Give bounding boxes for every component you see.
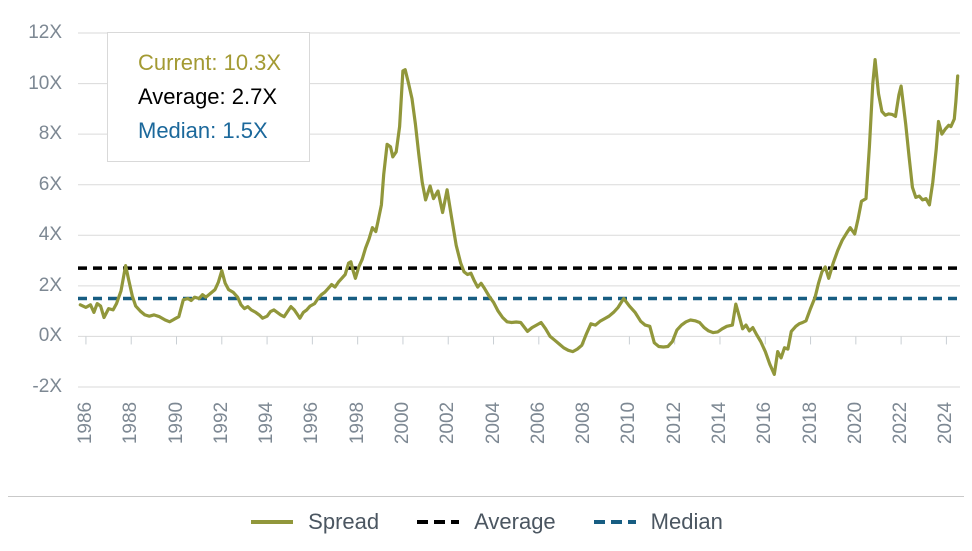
legend: Spread Average Median <box>0 509 972 535</box>
y-axis-label: 10X <box>28 72 62 94</box>
legend-item-spread: Spread <box>249 509 379 535</box>
y-axis-label: 6X <box>38 173 62 195</box>
legend-label-spread: Spread <box>308 509 380 534</box>
y-axis-label: 8X <box>38 123 62 145</box>
x-axis-label: 2000 <box>391 401 413 445</box>
legend-item-median: Median <box>592 509 723 535</box>
legend-label-average: Average <box>474 509 556 534</box>
y-axis-label: -2X <box>32 376 62 397</box>
x-axis-label: 2018 <box>799 401 821 445</box>
spread-line <box>78 57 960 376</box>
y-axis-label: 4X <box>38 224 62 246</box>
x-axis-label: 1990 <box>165 401 187 445</box>
y-axis-label: 2X <box>38 274 62 296</box>
x-axis-label: 1988 <box>120 401 142 445</box>
x-axis-label: 2020 <box>844 401 866 445</box>
x-axis-label: 2004 <box>482 401 504 445</box>
stat-average: Average: 2.7X <box>138 84 278 109</box>
x-axis-label: 1994 <box>256 401 278 445</box>
y-axis-label: 0X <box>38 325 62 347</box>
x-axis-label: 2016 <box>754 401 776 445</box>
legend-item-average: Average <box>415 509 556 535</box>
stat-current: Current: 10.3X <box>138 50 282 75</box>
x-axis-label: 2010 <box>618 401 640 445</box>
x-axis-label: 2006 <box>527 401 549 445</box>
x-axis-label: 2012 <box>663 401 685 445</box>
x-axis-label: 2002 <box>437 401 459 445</box>
x-axis-label: 2008 <box>573 401 595 445</box>
x-axis-label: 1996 <box>301 401 323 445</box>
x-axis-label: 1992 <box>210 401 232 445</box>
stat-median: Median: 1.5X <box>138 118 268 143</box>
stats-box: Current: 10.3X Average: 2.7X Median: 1.5… <box>107 32 311 162</box>
median-line-swatch-icon <box>593 520 636 524</box>
y-axis-label: 12X <box>28 22 62 43</box>
legend-separator-line <box>8 496 964 497</box>
x-axis-label: 1998 <box>346 401 368 445</box>
x-axis-label: 1986 <box>74 401 96 445</box>
legend-label-median: Median <box>650 509 723 534</box>
x-axis-label: 2022 <box>890 401 912 445</box>
x-axis-label: 2014 <box>708 401 730 445</box>
x-axis-label: 2024 <box>935 401 957 445</box>
spread-line-swatch-icon <box>251 520 294 524</box>
average-line-swatch-icon <box>417 520 460 524</box>
